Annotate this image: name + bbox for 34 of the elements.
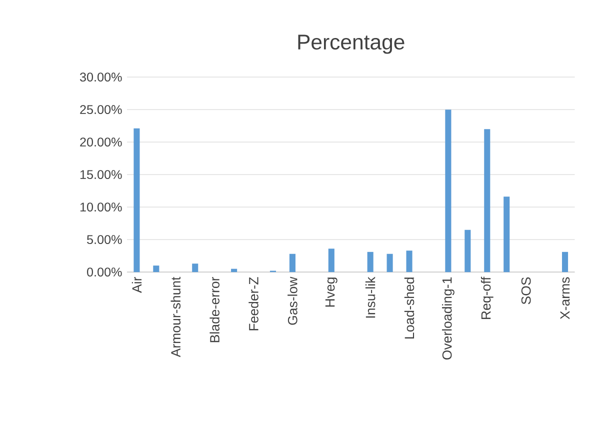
bar [406,250,412,272]
bar [367,252,374,272]
bar [445,110,452,272]
y-tick-label: 20.00% [80,138,122,147]
y-tick-label: 10.00% [80,202,122,212]
x-tick-label: Hveg [325,278,338,307]
x-tick-label: Armour-shunt [170,276,181,358]
x-tick-label: Air [132,277,142,294]
x-tick-label: Load-shed [404,278,414,338]
x-tick-label: Req-off [480,276,494,320]
x-tick-label: Blade-error [210,277,220,342]
x-tick-label: X-arms [560,277,570,320]
chart-title: Percentage [298,34,404,54]
bar [464,230,471,272]
x-tick-label: Overloading-1 [442,277,454,360]
x-tick-label: Insu-lik [365,276,376,318]
bar [134,128,140,272]
y-tick-label: 15.00% [80,170,122,180]
x-tick-label: Feeder-Z [248,277,258,330]
bar [386,254,393,272]
y-tick-label: 0.00% [87,268,122,277]
bar [231,268,238,272]
bar [192,264,198,272]
x-tick-label: SOS [521,277,531,304]
y-tick-label: 30.00% [80,72,122,82]
x-tick-label: Gas-low [288,276,298,325]
bar [153,266,160,272]
bar [484,129,490,272]
y-tick-label: 25.00% [80,105,122,114]
bar [328,248,334,272]
bar [504,196,510,272]
bar [289,254,296,272]
bar [562,252,568,272]
y-tick-label: 5.00% [87,235,122,244]
